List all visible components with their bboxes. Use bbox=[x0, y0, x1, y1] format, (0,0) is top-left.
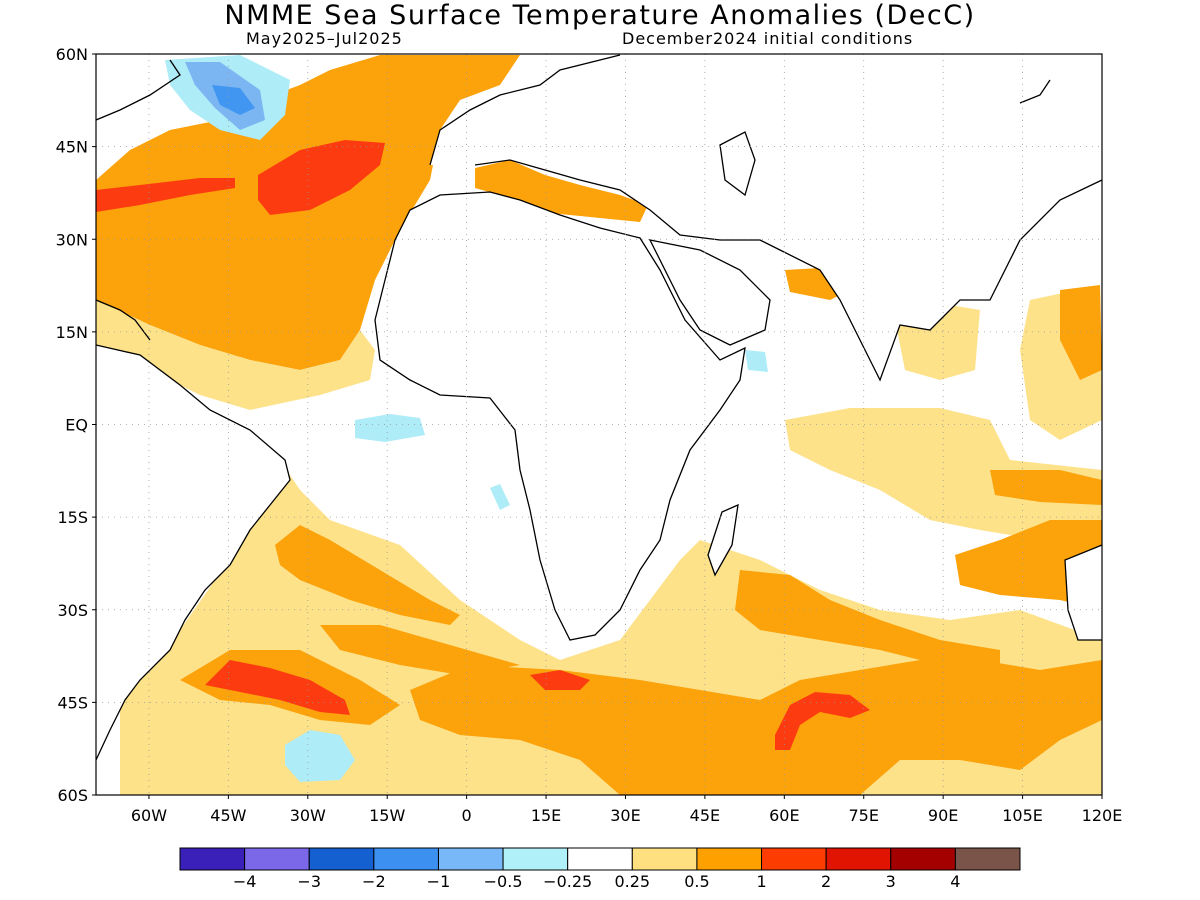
color-bar-labels: −4 −3 −2 −1 −0.5 −0.25 0.25 0.5 1 2 3 4 bbox=[233, 872, 961, 891]
europe-asia-coastline bbox=[429, 54, 1102, 382]
latitude-tick-label: 45S bbox=[57, 693, 88, 712]
color-bar-label: −1 bbox=[427, 872, 451, 891]
forecast-period: May2025–Jul2025 bbox=[246, 29, 403, 48]
south-atlantic-cool-patch bbox=[285, 730, 355, 782]
color-bar-swatch bbox=[890, 847, 956, 871]
color-bar-swatch bbox=[631, 847, 698, 871]
red-sea-warm bbox=[785, 268, 850, 300]
color-bar-swatch bbox=[502, 847, 569, 871]
arabia-land bbox=[650, 240, 770, 345]
longitude-tick-label: 105E bbox=[1002, 806, 1043, 825]
color-bar-label: −4 bbox=[233, 872, 257, 891]
longitude-tick-label: 0 bbox=[462, 806, 472, 825]
longitude-tick-label: 30W bbox=[290, 806, 326, 825]
color-bar bbox=[179, 847, 1021, 871]
latitude-tick-label: 60S bbox=[57, 786, 88, 805]
gulf-stream-strong-warm bbox=[258, 140, 385, 215]
longitude-tick-label: 75E bbox=[849, 806, 879, 825]
south-atlantic-warm-east bbox=[320, 625, 520, 675]
color-bar-label: 4 bbox=[950, 872, 960, 891]
south-america-coastline bbox=[96, 344, 291, 761]
longitude-tick-label: 30E bbox=[610, 806, 640, 825]
latitude-tick-label: 60N bbox=[56, 45, 88, 64]
longitude-tick-label: 120E bbox=[1082, 806, 1123, 825]
south-america-land bbox=[96, 345, 290, 760]
longitude-tick-label: 45E bbox=[690, 806, 720, 825]
southern-warm-band-east bbox=[735, 570, 1000, 665]
somali-cool-patch bbox=[745, 350, 768, 372]
gulf-of-guinea-cool-patch bbox=[355, 414, 425, 442]
latitude-tick-label: EQ bbox=[65, 416, 88, 435]
japan-coastline bbox=[1019, 79, 1051, 104]
latitude-tick-label: 30N bbox=[56, 230, 88, 249]
longitude-tick-label: 15W bbox=[369, 806, 405, 825]
initial-conditions: December2024 initial conditions bbox=[622, 29, 914, 48]
longitude-tick-label: 45W bbox=[210, 806, 246, 825]
longitude-tick-label: 60E bbox=[769, 806, 799, 825]
north-atlantic-light-fringe bbox=[96, 300, 375, 410]
longitude-labels: 60W 45W 30W 15W 0 15E 30E 45E 60E 75E 90E 105E 120E bbox=[131, 795, 1122, 825]
southern-ocean-strong-warm-west bbox=[205, 660, 350, 715]
north-america-coastline bbox=[96, 59, 181, 341]
color-bar-label: 1 bbox=[756, 872, 766, 891]
color-bar-swatch bbox=[308, 847, 375, 871]
southern-ocean-strong-warm-mid bbox=[530, 670, 590, 690]
north-atlantic-warm-region bbox=[96, 55, 520, 370]
indonesia-warm bbox=[1060, 285, 1102, 380]
labrador-cool-center bbox=[212, 85, 255, 115]
coastlines bbox=[96, 54, 1102, 761]
map-title: NMME Sea Surface Temperature Anomalies (… bbox=[224, 0, 976, 31]
color-bar-label: 2 bbox=[821, 872, 831, 891]
latitude-tick-label: 15S bbox=[57, 508, 88, 527]
color-bar-label: −2 bbox=[362, 872, 386, 891]
latitude-tick-label: 30S bbox=[57, 601, 88, 620]
land-masses bbox=[96, 55, 1102, 760]
color-bar-swatch bbox=[696, 847, 763, 871]
latitude-labels: 60N 45N 30N 15N EQ 15S 30S 45S 60S bbox=[56, 45, 96, 805]
mediterranean-warm bbox=[475, 160, 648, 222]
color-bar-label: 3 bbox=[886, 872, 896, 891]
south-atlantic-warm bbox=[275, 525, 460, 625]
color-bar-swatch bbox=[244, 847, 310, 871]
madagascar-land bbox=[708, 505, 738, 575]
longitude-tick-label: 60W bbox=[131, 806, 167, 825]
color-bar-swatch bbox=[567, 847, 633, 871]
color-bar-label: 0.5 bbox=[684, 872, 709, 891]
latitude-tick-label: 45N bbox=[56, 138, 88, 157]
southern-warm-band-mid bbox=[410, 660, 1102, 795]
arabia-coastline bbox=[648, 239, 771, 346]
color-bar-label: −0.25 bbox=[543, 872, 592, 891]
color-bar-swatch bbox=[761, 847, 827, 871]
madagascar-coastline bbox=[707, 503, 739, 577]
color-bar-swatch bbox=[825, 847, 892, 871]
color-bar-label: 0.25 bbox=[614, 872, 650, 891]
timor-warm bbox=[990, 470, 1102, 505]
benguela-cool-patch bbox=[490, 484, 510, 510]
north-atlantic-strong-warm bbox=[96, 178, 235, 212]
caspian-coastline bbox=[719, 131, 756, 197]
color-bar-swatch bbox=[373, 847, 439, 871]
longitude-tick-label: 90E bbox=[928, 806, 958, 825]
map-field bbox=[96, 55, 1102, 795]
color-bar-label: −0.5 bbox=[484, 872, 523, 891]
color-bar-label: −3 bbox=[297, 872, 321, 891]
south-indian-warm-patch bbox=[955, 520, 1102, 610]
australia-land bbox=[1065, 545, 1102, 640]
europe-land bbox=[430, 55, 1102, 380]
color-bar-swatch bbox=[954, 847, 1021, 871]
color-bar-swatch bbox=[179, 847, 246, 871]
latitude-tick-label: 15N bbox=[56, 323, 88, 342]
color-bar-swatch bbox=[437, 847, 504, 871]
southern-ocean-strong-warm-east bbox=[775, 692, 870, 750]
longitude-tick-label: 15E bbox=[531, 806, 561, 825]
africa-land bbox=[375, 192, 745, 640]
africa-coastline bbox=[374, 191, 746, 641]
